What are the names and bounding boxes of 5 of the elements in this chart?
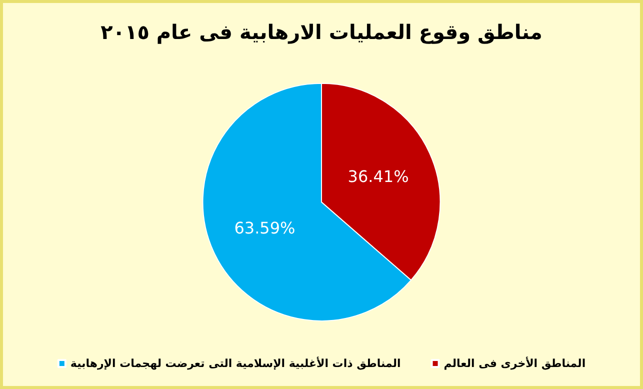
chart-title: مناطق وقوع العمليات الارهابية فى عام ٢٠١٥ <box>100 20 542 44</box>
legend-label: المناطق ذات الأغلبية الإسلامية التى تعرضت لهجمات الإرهابية <box>70 356 401 370</box>
data-label: 36.41% <box>348 166 409 186</box>
legend-label: المناطق الأخرى فى العالم <box>444 356 586 370</box>
data-label: 63.59% <box>234 218 296 238</box>
